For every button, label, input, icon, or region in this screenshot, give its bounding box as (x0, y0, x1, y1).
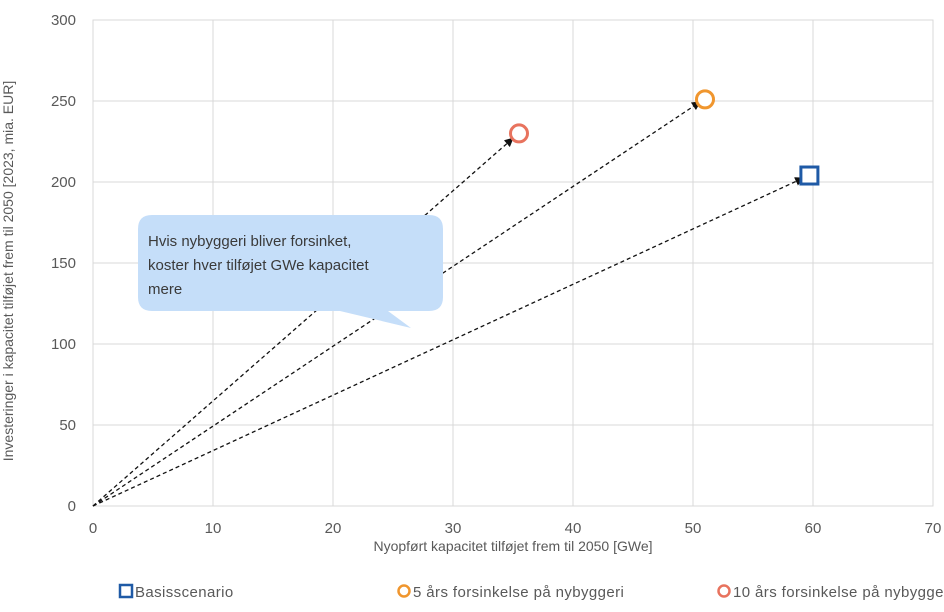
y-tick-label: 200 (51, 174, 76, 191)
x-axis-title: Nyopført kapacitet tilføjet frem til 205… (373, 538, 652, 554)
x-tick-label: 70 (925, 520, 942, 537)
x-tick-label: 40 (565, 520, 582, 537)
legend-entry-label: Basisscenario (135, 584, 234, 601)
callout-text-line: mere (148, 281, 182, 298)
x-tick-label: 50 (685, 520, 702, 537)
legend-entry-label: 5 års forsinkelse på nybyggeri (413, 584, 624, 601)
legend-swatch-square (118, 583, 134, 599)
x-tick-label: 60 (805, 520, 822, 537)
callout-text-line: Hvis nybyggeri bliver forsinket, (148, 233, 351, 250)
legend-swatch-circle (397, 584, 411, 598)
trend-arrow (92, 137, 514, 507)
y-tick-label: 100 (51, 336, 76, 353)
y-tick-label: 300 (51, 12, 76, 29)
y-axis-title: Investeringer i kapacitet tilføjet frem … (0, 81, 16, 462)
y-tick-label: 250 (51, 93, 76, 110)
y-tick-label: 150 (51, 255, 76, 272)
data-point-circle (695, 89, 715, 110)
x-tick-label: 20 (325, 520, 342, 537)
trend-arrow (92, 177, 805, 507)
legend-swatch-circle (717, 584, 731, 598)
x-tick-label: 30 (445, 520, 462, 537)
callout: Hvis nybyggeri bliver forsinket, koster … (138, 215, 443, 328)
x-tick-label: 10 (205, 520, 222, 537)
legend: Basisscenario 5 års forsinkelse på nybygg… (118, 583, 944, 601)
callout-text-line: koster hver tilføjet GWe kapacitet (148, 257, 369, 274)
legend-entry-label: 10 års forsinkelse på nybyggeri (733, 584, 944, 601)
data-points (509, 89, 820, 186)
callout-bubble (138, 215, 443, 328)
axes: 0 10 20 30 40 50 60 70 0 50 100 150 200 250 300 (51, 12, 941, 537)
y-tick-label: 50 (59, 417, 76, 434)
x-tick-label: 0 (89, 520, 97, 537)
y-tick-label: 0 (68, 498, 76, 515)
data-point-square (799, 165, 820, 186)
data-point-circle (509, 123, 529, 144)
